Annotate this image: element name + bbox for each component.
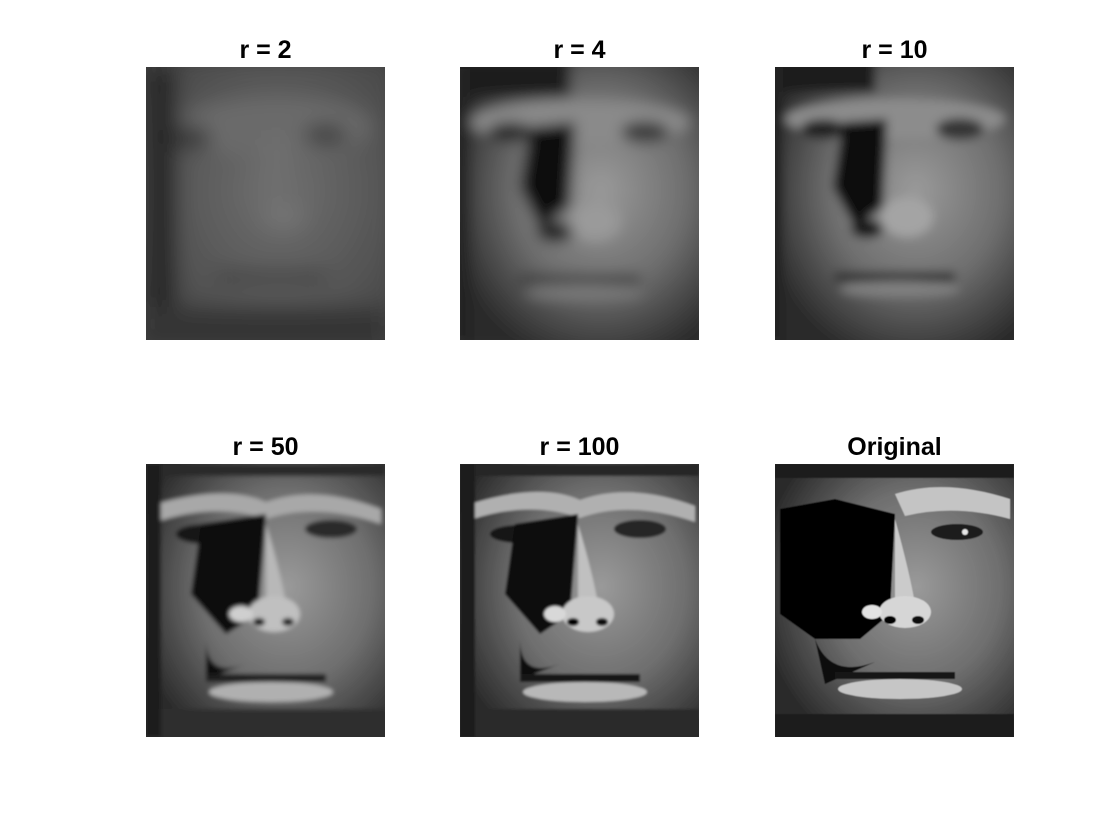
face-image-r10 xyxy=(775,67,1014,340)
face-image-r100 xyxy=(460,464,699,737)
panel-title: r = 4 xyxy=(553,36,606,64)
panel-r2: r = 2 xyxy=(146,33,385,340)
panel-title: r = 10 xyxy=(861,36,928,64)
face-image-r2 xyxy=(146,67,385,340)
panel-title: r = 2 xyxy=(239,36,292,64)
face-image-r4 xyxy=(460,67,699,340)
panel-r100: r = 100 xyxy=(460,430,699,737)
face-image-r50 xyxy=(146,464,385,737)
face-image-original xyxy=(775,464,1014,737)
panel-title: r = 50 xyxy=(232,433,299,461)
panel-original: Original xyxy=(775,430,1014,737)
panel-title: Original xyxy=(847,433,942,461)
panel-r50: r = 50 xyxy=(146,430,385,737)
panel-r4: r = 4 xyxy=(460,33,699,340)
panel-title: r = 100 xyxy=(539,433,620,461)
panel-r10: r = 10 xyxy=(775,33,1014,340)
